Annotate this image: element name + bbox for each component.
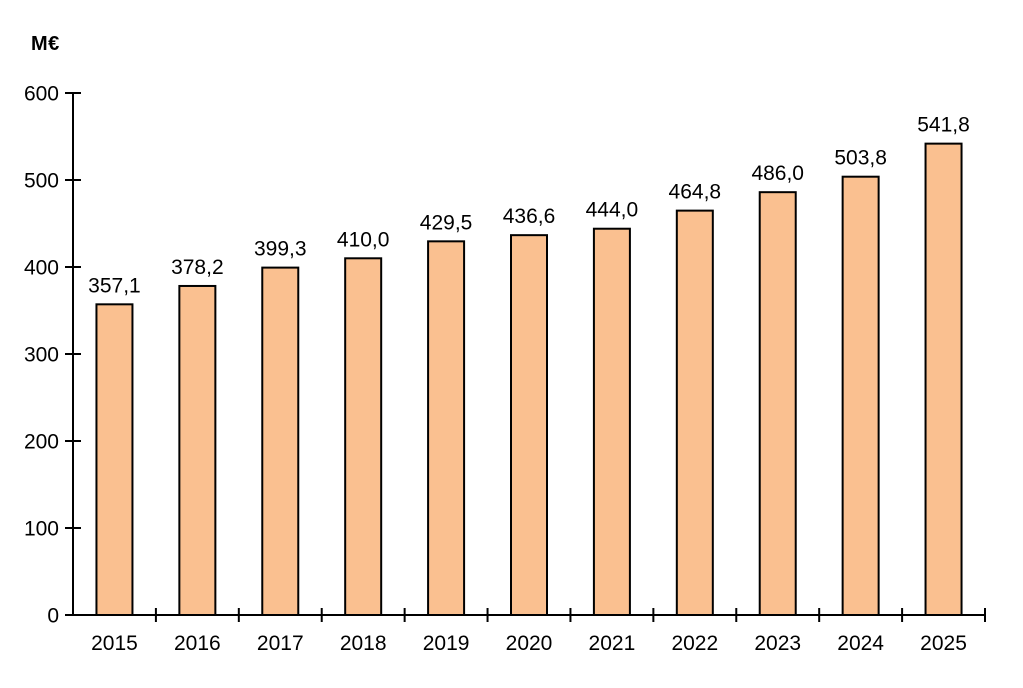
bar-value-label: 503,8 bbox=[834, 147, 887, 170]
bar-value-label: 436,6 bbox=[503, 205, 556, 228]
bar bbox=[95, 303, 134, 616]
bar bbox=[261, 266, 300, 616]
y-tick-label: 600 bbox=[24, 83, 59, 106]
bar bbox=[924, 142, 963, 616]
x-tick-label: 2016 bbox=[174, 632, 221, 655]
y-tick-label: 400 bbox=[24, 257, 59, 280]
bar bbox=[592, 227, 631, 616]
bar-value-label: 399,3 bbox=[254, 238, 307, 261]
y-tick-label: 100 bbox=[24, 518, 59, 541]
x-tick-label: 2015 bbox=[91, 632, 138, 655]
bar bbox=[178, 284, 217, 616]
x-tick-label: 2018 bbox=[340, 632, 387, 655]
bar bbox=[758, 191, 797, 616]
bar-value-label: 429,5 bbox=[420, 211, 473, 234]
y-tick-label: 500 bbox=[24, 170, 59, 193]
y-axis-unit-label: M€ bbox=[31, 33, 60, 55]
x-tick-label: 2023 bbox=[754, 632, 801, 655]
bar-value-label: 464,8 bbox=[669, 181, 722, 204]
bar bbox=[510, 234, 548, 617]
x-tick-label: 2025 bbox=[920, 632, 967, 655]
x-tick-label: 2019 bbox=[423, 632, 470, 655]
x-tick-label: 2021 bbox=[589, 632, 636, 655]
bar-value-label: 410,0 bbox=[337, 228, 390, 251]
y-tick-label: 200 bbox=[24, 431, 59, 454]
bar-value-label: 541,8 bbox=[917, 114, 970, 137]
bar bbox=[841, 175, 880, 616]
y-tick-label: 0 bbox=[47, 605, 59, 628]
bar bbox=[427, 240, 466, 617]
x-tick-label: 2020 bbox=[506, 632, 553, 655]
x-tick-label: 2022 bbox=[671, 632, 718, 655]
x-tick-label: 2017 bbox=[257, 632, 304, 655]
bar-value-label: 486,0 bbox=[751, 162, 804, 185]
bar-value-label: 378,2 bbox=[171, 256, 224, 279]
y-tick-label: 300 bbox=[24, 344, 59, 367]
bar bbox=[675, 209, 714, 616]
bar-value-label: 357,1 bbox=[88, 274, 141, 297]
x-tick-label: 2024 bbox=[837, 632, 884, 655]
bar-value-label: 444,0 bbox=[586, 199, 639, 222]
bar bbox=[344, 257, 383, 616]
